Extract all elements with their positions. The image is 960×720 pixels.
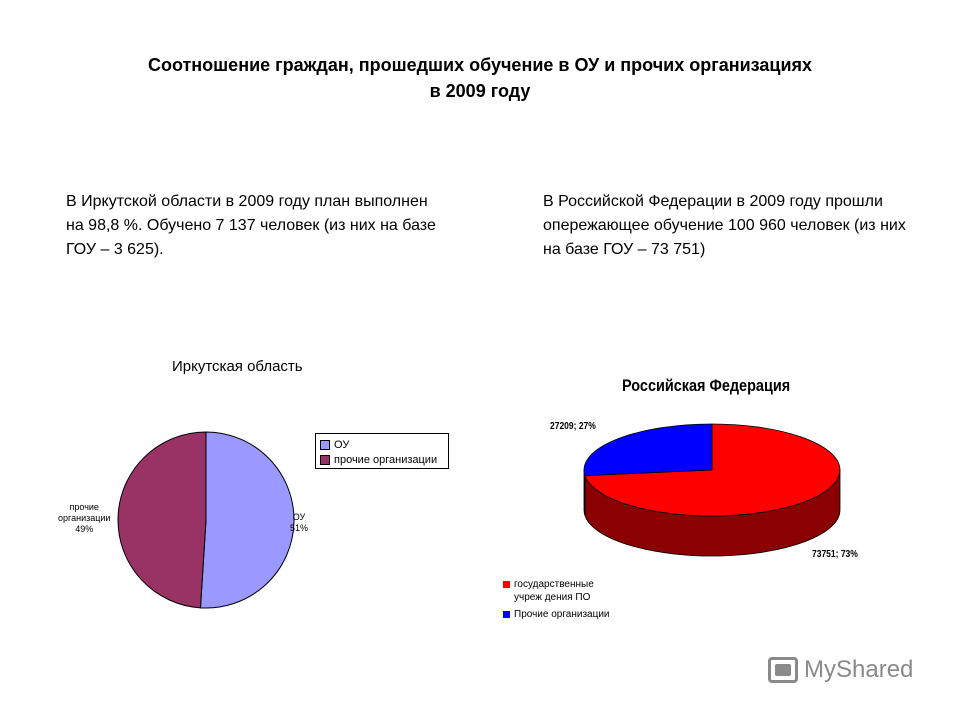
- irkutsk-summary-text: В Иркутской области в 2009 году план вып…: [66, 193, 436, 258]
- russia-chart-title: Российская Федерация: [622, 376, 791, 395]
- pie-slice-other-orgs: [583, 423, 713, 477]
- legend-label-other: прочие организации: [334, 453, 438, 466]
- legend-swatch-other-orgs: [503, 611, 510, 618]
- legend-swatch-state: [503, 581, 510, 588]
- legend-item-ou: ОУ: [320, 437, 444, 452]
- pie-slice-other: [117, 431, 207, 609]
- page-title-line1: Соотношение граждан, прошедших обучение …: [147, 55, 813, 75]
- slice-label-other: прочие организации 49%: [58, 502, 110, 535]
- legend-swatch-other: [320, 454, 330, 465]
- legend-label-other-orgs: Прочие организации: [514, 609, 610, 620]
- russia-summary-text: В Российской Федерации в 2009 году прошл…: [543, 193, 906, 258]
- irkutsk-legend: ОУ прочие организации: [315, 433, 449, 469]
- legend-swatch-ou: [320, 439, 330, 450]
- legend-item-state: государственные учреж дения ПО: [503, 578, 610, 604]
- legend-label-state: государственные учреж дения ПО: [514, 579, 594, 603]
- legend-item-other-orgs: Прочие организации: [503, 608, 610, 621]
- slice-label-other-value: 49%: [75, 524, 94, 534]
- slice-label-ou: ОУ 51%: [290, 512, 308, 534]
- pie-slice-ou: [199, 431, 295, 609]
- slice-label-other-line2: организации: [58, 513, 111, 523]
- slice-label-state: 73751; 73%: [812, 549, 858, 560]
- slice-label-ou-value: 51%: [290, 523, 309, 533]
- pie-slice-state: [584, 423, 841, 517]
- watermark-text: MyShared: [804, 656, 914, 683]
- slice-label-other-line1: прочие: [69, 502, 99, 512]
- watermark: MyShared: [768, 656, 913, 684]
- russia-legend: государственные учреж дения ПО Прочие ор…: [503, 578, 610, 625]
- presentation-icon: [768, 657, 798, 683]
- slice-label-ou-name: ОУ: [292, 512, 306, 522]
- legend-item-other: прочие организации: [320, 452, 444, 467]
- page-title: Соотношение граждан, прошедших обучение …: [60, 52, 900, 104]
- slice-label-other-orgs: 27209; 27%: [550, 421, 596, 432]
- irkutsk-chart-title: Иркутская область: [172, 358, 303, 375]
- page-title-line2: в 2009 году: [429, 81, 531, 101]
- pie-side-other-orgs-0: [583, 469, 586, 516]
- legend-label-ou: ОУ: [334, 438, 350, 451]
